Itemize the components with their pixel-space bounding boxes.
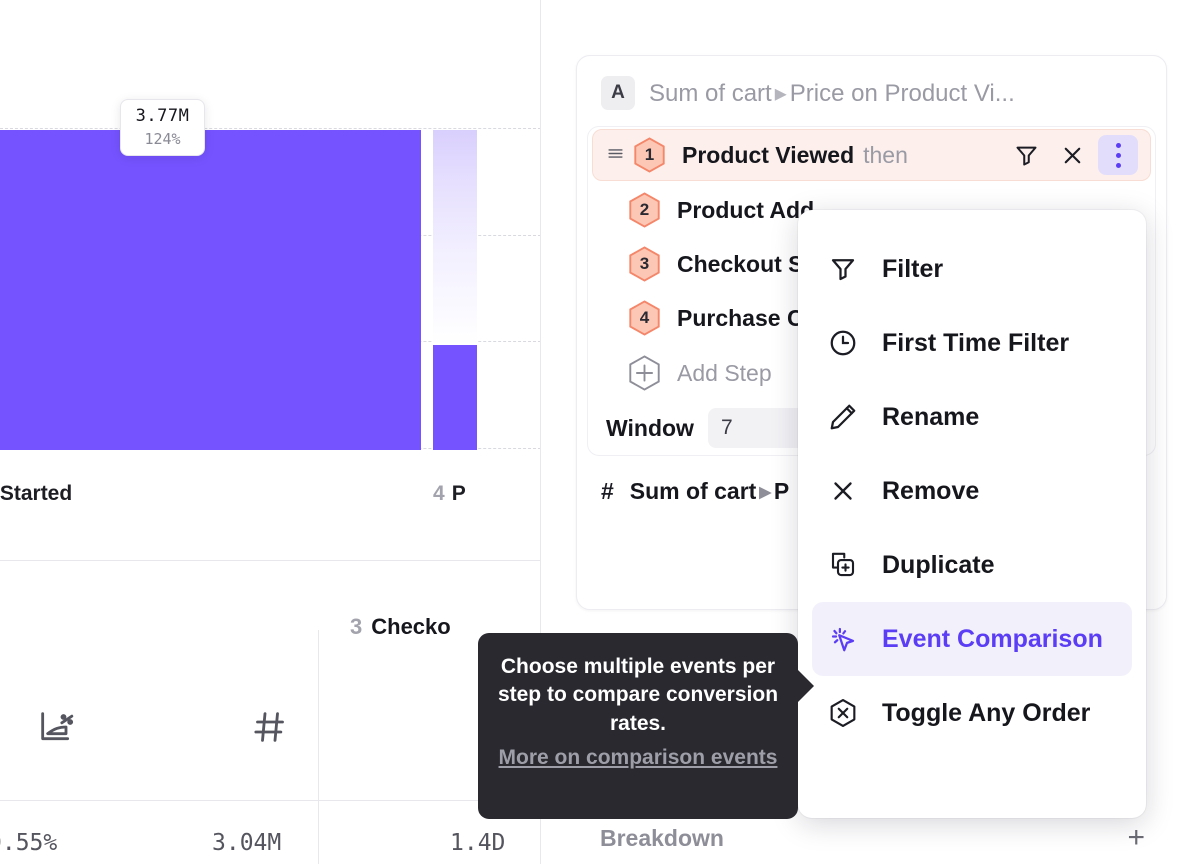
x-label-step-3-text: ckout Started bbox=[0, 482, 73, 505]
step-name-3: Checkout S bbox=[677, 250, 804, 277]
step-number-badge-3: 3 bbox=[628, 246, 661, 282]
measure-property: P bbox=[773, 478, 790, 504]
drag-handle-icon[interactable] bbox=[607, 145, 623, 165]
plus-hex-icon bbox=[628, 355, 661, 391]
step-label-1: Product Viewed bbox=[682, 141, 855, 168]
window-label: Window bbox=[606, 414, 694, 441]
chart-x-axis-labels: ckout Started 4P bbox=[0, 482, 541, 522]
comparison-tooltip: Choose multiple events per step to compa… bbox=[478, 633, 814, 819]
chart-plot-area: 3.77M 124% bbox=[0, 0, 541, 560]
breakdown-section: Breakdown + bbox=[576, 812, 1167, 864]
metrics-column-divider bbox=[318, 630, 319, 864]
step-actions-1 bbox=[1006, 135, 1138, 175]
tooltip-arrow bbox=[797, 669, 814, 703]
close-icon[interactable] bbox=[1052, 135, 1092, 175]
menu-item-filter[interactable]: Filter bbox=[812, 232, 1132, 306]
step-name-2: Product Add bbox=[677, 196, 815, 223]
query-header-separator: ▸ bbox=[774, 79, 787, 107]
cursor-sparkle-icon bbox=[826, 622, 860, 656]
shuffle-hex-icon bbox=[826, 696, 860, 730]
funnel-step-2[interactable]: 2 Product Add bbox=[588, 183, 1155, 237]
query-property-name: Price on Product Vi... bbox=[789, 79, 1015, 107]
metric-value-2: 3.04M bbox=[212, 830, 282, 856]
menu-item-label: Duplicate bbox=[882, 550, 995, 579]
add-step-label: Add Step bbox=[677, 359, 772, 386]
x-label-step-4-num: 4 bbox=[433, 482, 445, 505]
filter-icon[interactable] bbox=[1006, 135, 1046, 175]
gridline bbox=[0, 128, 541, 129]
measure-separator: ▸ bbox=[759, 478, 771, 504]
chart-value-tooltip: 3.77M 124% bbox=[120, 99, 205, 156]
measure-metric: Sum of cart bbox=[629, 478, 757, 504]
metric-title-text-3: Checko bbox=[371, 614, 451, 639]
query-header-label: Sum of cart ▸ Price on Product Vi... bbox=[649, 79, 1015, 108]
tooltip-percent: 124% bbox=[144, 130, 181, 148]
funnel-chart-panel: 3.77M 124% ckout Started 4P 3 Checko bbox=[0, 0, 541, 864]
menu-item-toggle-any-order[interactable]: Toggle Any Order bbox=[812, 676, 1132, 750]
pencil-icon bbox=[826, 400, 860, 434]
menu-item-label: Rename bbox=[882, 402, 980, 431]
metric-value-3: 1.4D bbox=[450, 830, 506, 856]
tooltip-link[interactable]: More on comparison events bbox=[498, 746, 778, 770]
menu-item-label: Toggle Any Order bbox=[882, 698, 1091, 727]
step-number-4: 4 bbox=[639, 308, 650, 327]
chart-divider bbox=[0, 560, 541, 561]
menu-item-label: First Time Filter bbox=[882, 328, 1070, 357]
funnel-step-3[interactable]: 3 Checkout S bbox=[588, 237, 1155, 291]
metric-title-3[interactable]: 3 Checko bbox=[350, 614, 451, 640]
hash-icon: # bbox=[601, 478, 614, 504]
bar-step-4-ghost bbox=[433, 130, 477, 345]
metrics-row-divider bbox=[0, 800, 541, 801]
menu-item-rename[interactable]: Rename bbox=[812, 380, 1132, 454]
add-step-button[interactable]: Add Step bbox=[588, 345, 1155, 401]
tooltip-value: 3.77M bbox=[135, 106, 190, 126]
hash-icon bbox=[250, 707, 290, 752]
funnel-step-4[interactable]: 4 Purchase C bbox=[588, 291, 1155, 345]
funnel-icon bbox=[826, 252, 860, 286]
step-number-1: 1 bbox=[644, 145, 655, 164]
step-number-badge-2: 2 bbox=[628, 192, 661, 228]
step-number-badge-4: 4 bbox=[628, 300, 661, 336]
step-context-menu: Filter First Time Filter Rename Remove bbox=[798, 210, 1146, 818]
step-name-4: Purchase C bbox=[677, 304, 804, 331]
query-letter-badge: A bbox=[601, 76, 635, 110]
bar-step-3[interactable] bbox=[0, 130, 421, 450]
query-metric-name: Sum of cart bbox=[649, 79, 772, 107]
funnel-step-1[interactable]: 1 Product Viewed then bbox=[592, 129, 1151, 181]
metric-value-1: 0.55% bbox=[0, 830, 58, 856]
tooltip-text: Choose multiple events per step to compa… bbox=[497, 655, 779, 735]
measure-row[interactable]: # Sum of cart ▸ P bbox=[577, 456, 1166, 505]
query-header[interactable]: A Sum of cart ▸ Price on Product Vi... bbox=[577, 76, 1166, 126]
x-label-step-4-text: P bbox=[451, 482, 466, 505]
measure-label: Sum of cart ▸ P bbox=[630, 478, 789, 505]
step-number-2: 2 bbox=[639, 200, 650, 219]
step-name-1: Product Viewed then bbox=[682, 142, 908, 169]
duplicate-icon bbox=[826, 548, 860, 582]
metrics-table: 3 Checko 0.55% 3.04M 1.4D bbox=[0, 568, 541, 864]
menu-item-label: Event Comparison bbox=[882, 624, 1103, 653]
add-breakdown-button[interactable]: + bbox=[1127, 821, 1145, 854]
menu-item-label: Filter bbox=[882, 254, 944, 283]
close-icon bbox=[826, 474, 860, 508]
more-options-icon[interactable] bbox=[1098, 135, 1138, 175]
bar-step-4[interactable] bbox=[433, 345, 477, 450]
menu-item-duplicate[interactable]: Duplicate bbox=[812, 528, 1132, 602]
menu-item-first-time-filter[interactable]: First Time Filter bbox=[812, 306, 1132, 380]
step-suffix-1: then bbox=[863, 141, 908, 168]
breakdown-label: Breakdown bbox=[600, 824, 724, 851]
conversion-rate-icon bbox=[36, 707, 76, 752]
step-number-badge-1: 1 bbox=[633, 137, 666, 173]
panel-divider bbox=[540, 0, 541, 864]
menu-item-label: Remove bbox=[882, 476, 980, 505]
menu-item-event-comparison[interactable]: Event Comparison bbox=[812, 602, 1132, 676]
x-label-step-3[interactable]: ckout Started bbox=[0, 482, 72, 506]
metric-num-3: 3 bbox=[350, 614, 363, 639]
clock-icon bbox=[826, 326, 860, 360]
step-number-3: 3 bbox=[639, 254, 650, 273]
menu-item-remove[interactable]: Remove bbox=[812, 454, 1132, 528]
